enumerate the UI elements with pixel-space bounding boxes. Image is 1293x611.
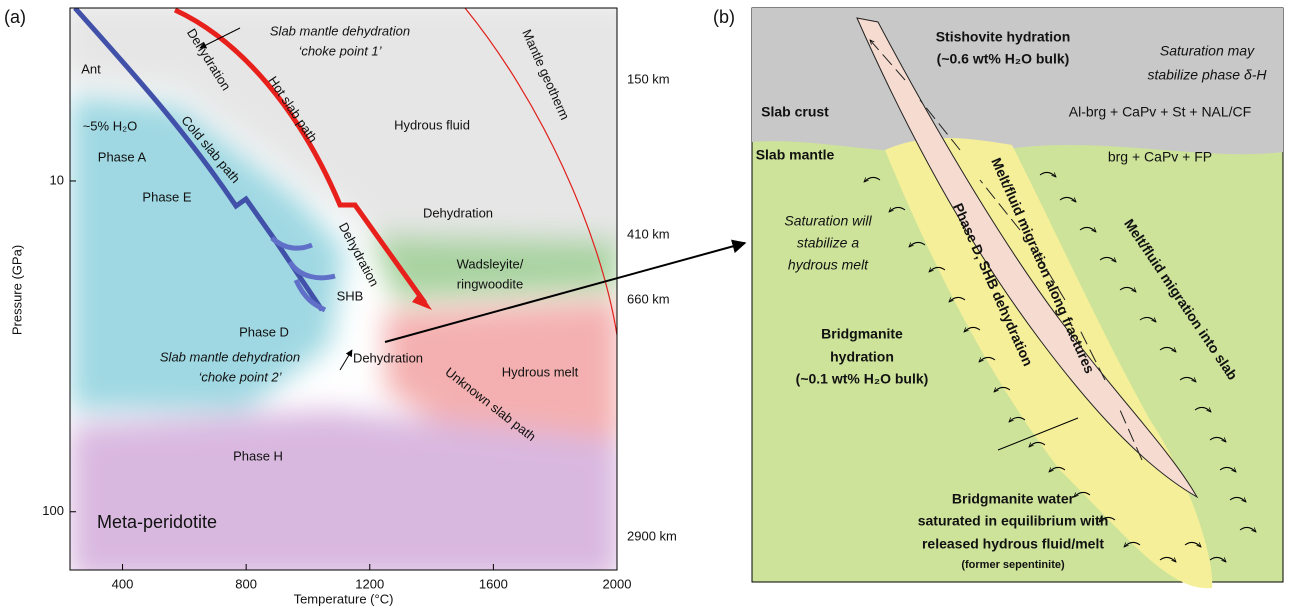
annotation: Bridgmanite water: [952, 491, 1075, 507]
annotation: Hydrous melt: [502, 364, 579, 379]
annotation: stabilize phase δ-H: [1147, 67, 1267, 83]
annotation: Ant: [81, 61, 101, 76]
annotation: Phase H: [233, 448, 283, 463]
annotation: ‘choke point 2’: [198, 369, 282, 384]
annotation: Slab mantle: [756, 147, 835, 163]
panel-label: (a): [4, 7, 26, 27]
panel-label: (b): [713, 7, 735, 27]
annotation: ~5% H₂O: [83, 118, 138, 133]
annotation: saturated in equilibrium with: [918, 513, 1109, 529]
x-tick-label: 1600: [479, 576, 508, 591]
annotation: stabilize a: [797, 235, 859, 251]
depth-label: 660 km: [627, 291, 670, 306]
annotation: Saturation will: [784, 213, 872, 229]
annotation: Phase E: [142, 189, 191, 204]
x-tick-label: 400: [112, 576, 134, 591]
annotation: released hydrous fluid/melt: [922, 536, 1104, 552]
annotation: Hydrous fluid: [394, 117, 470, 132]
annotation: Dehydration: [353, 350, 423, 365]
annotation: Meta-peridotite: [97, 512, 217, 532]
annotation: Stishovite hydration: [936, 29, 1071, 45]
x-tick-label: 1200: [355, 576, 384, 591]
annotation: (~0.1 wt% H₂O bulk): [796, 371, 929, 387]
annotation: Phase A: [98, 149, 147, 164]
annotation: Slab mantle dehydration: [160, 349, 300, 364]
depth-label: 2900 km: [627, 528, 677, 543]
annotation: Phase D: [239, 324, 289, 339]
annotation: Dehydration: [423, 205, 493, 220]
annotation: Saturation may: [1160, 43, 1255, 59]
x-tick-label: 2000: [603, 576, 632, 591]
annotation: Al-brg + CaPv + St + NAL/CF: [1069, 104, 1251, 120]
annotation: ‘choke point 1’: [298, 43, 382, 58]
annotation: hydration: [830, 349, 894, 365]
annotation: ringwoodite: [457, 276, 524, 291]
annotation: Slab crust: [761, 104, 829, 120]
depth-label: 410 km: [627, 226, 670, 241]
y-tick-label: 10: [50, 172, 64, 187]
figure: 400 800 1200 1600 2000 10 100 Temperature (°C) P…: [0, 0, 1293, 611]
y-axis-title: Pressure (GPa): [9, 245, 24, 335]
annotation: Slab mantle dehydration: [270, 23, 410, 38]
annotation: SHB: [337, 288, 364, 303]
x-tick-label: 800: [235, 576, 257, 591]
x-axis-title: Temperature (°C): [294, 591, 394, 606]
annotation: Wadsleyite/: [457, 256, 524, 271]
annotation: (~0.6 wt% H₂O bulk): [937, 51, 1070, 67]
annotation: Bridgmanite: [821, 326, 903, 342]
depth-label: 150 km: [627, 71, 670, 86]
annotation: hydrous melt: [788, 257, 869, 273]
y-tick-label: 100: [42, 503, 64, 518]
annotation: brg + CaPv + FP: [1108, 149, 1212, 165]
annotation: (former sepentinite): [961, 559, 1065, 571]
